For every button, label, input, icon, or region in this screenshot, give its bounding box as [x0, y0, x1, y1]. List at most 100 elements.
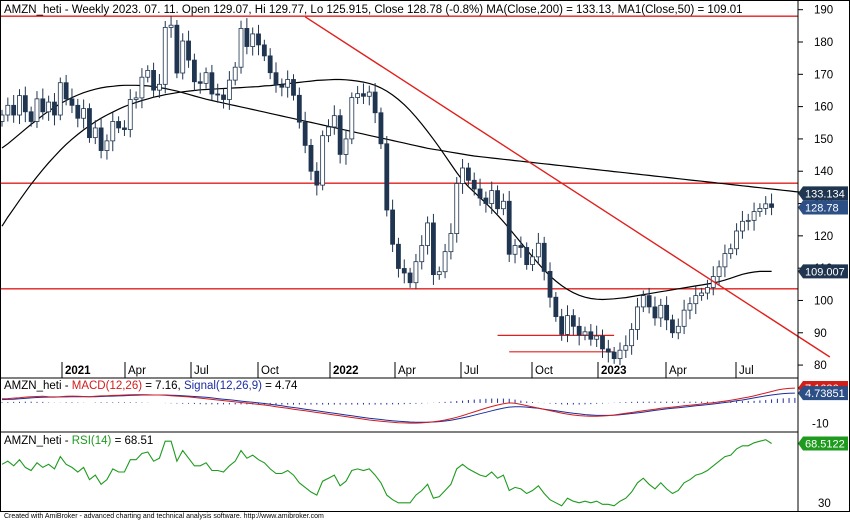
candle-up — [582, 331, 588, 336]
macd-value-tag: 4.73851 — [805, 388, 845, 400]
candle-down — [291, 79, 296, 96]
candle-down — [296, 94, 302, 123]
candle-up — [565, 315, 570, 335]
candle-down — [506, 200, 512, 255]
candle-down — [63, 82, 69, 100]
candle-up — [331, 115, 337, 128]
candle-up — [489, 190, 495, 204]
candle-down — [186, 40, 191, 61]
candle-up — [238, 28, 244, 68]
x-tick-label: Apr — [669, 365, 687, 377]
x-tick-label: 2022 — [333, 365, 359, 377]
candle-up — [145, 70, 151, 78]
candle-up — [180, 40, 186, 74]
candle-down — [337, 115, 343, 155]
rsi-title: AMZN_heti - RSI(14) = 68.51 — [4, 435, 153, 447]
price-y-tick-label: 160 — [814, 102, 833, 114]
candlesticks — [0, 16, 774, 366]
candle-up — [728, 248, 734, 255]
candle-down — [541, 242, 547, 272]
candle-down — [547, 270, 553, 298]
candle-up — [17, 95, 22, 116]
macd-title-prefix: AMZN_heti - — [4, 380, 72, 392]
candle-up — [0, 114, 5, 122]
candle-up — [512, 245, 518, 255]
rsi-title-prefix: AMZN_heti - — [4, 435, 72, 447]
candle-up — [92, 127, 98, 139]
candle-up — [751, 211, 757, 221]
rsi-value-tag: 68.5122 — [805, 439, 845, 451]
candle-down — [372, 91, 378, 114]
candle-up — [460, 167, 465, 184]
candle-down — [98, 127, 104, 151]
candle-up — [594, 335, 600, 340]
candle-up — [133, 97, 139, 100]
price-value-tag-bg — [798, 186, 848, 201]
candle-up — [46, 101, 52, 113]
right-axis-bg — [798, 0, 850, 520]
candle-down — [465, 167, 471, 181]
candle-down — [518, 245, 524, 248]
candle-up — [139, 76, 145, 99]
candle-down — [588, 331, 594, 340]
rsi-panel-bg — [0, 432, 798, 512]
candle-down — [605, 348, 611, 353]
price-y-tick-label: 90 — [814, 328, 827, 340]
macd-title-signal-value: = 4.74 — [262, 380, 298, 392]
candle-up — [127, 99, 133, 130]
candle-up — [687, 303, 693, 311]
candle-up — [623, 345, 629, 351]
x-tick-label: Oct — [261, 365, 280, 377]
x-tick-label: 2023 — [601, 365, 627, 377]
candle-up — [454, 183, 460, 234]
candle-up — [425, 222, 430, 246]
candle-up — [232, 66, 238, 81]
candle-down — [215, 93, 221, 96]
candle-down — [576, 325, 582, 336]
candle-up — [250, 33, 256, 47]
price-value-tag-bg — [798, 264, 848, 279]
candle-down — [40, 98, 46, 113]
macd-title-signal: Signal(12,26,9) — [184, 380, 262, 392]
price-value-tag-bg — [798, 200, 848, 215]
x-tick-label: Jul — [739, 365, 754, 377]
candle-up — [57, 82, 63, 116]
candle-down — [256, 33, 261, 46]
candle-down — [600, 335, 605, 350]
candle-up — [320, 135, 326, 186]
candle-up — [34, 98, 40, 122]
candle-up — [355, 93, 361, 98]
candle-down — [390, 209, 396, 245]
candle-down — [116, 121, 121, 129]
candle-down — [401, 268, 407, 274]
candle-down — [652, 306, 658, 319]
x-tick-label: Jul — [194, 365, 209, 377]
price-y-tick-label: 100 — [814, 295, 833, 307]
candle-up — [705, 287, 710, 294]
x-tick-label: 2021 — [65, 365, 91, 377]
candle-down — [431, 222, 436, 276]
candle-up — [757, 207, 763, 213]
macd-value-tag-bg — [798, 386, 848, 401]
candle-up — [763, 203, 769, 209]
x-tick-label: Apr — [128, 365, 146, 377]
candle-down — [261, 44, 267, 57]
candle-down — [314, 170, 320, 186]
candle-down — [396, 243, 401, 269]
x-tick-label: Jul — [464, 365, 479, 377]
candle-down — [495, 190, 500, 210]
candle-down — [151, 70, 156, 91]
price-y-tick-label: 170 — [814, 69, 833, 81]
candle-up — [343, 138, 349, 155]
candle-up — [366, 91, 372, 97]
candle-up — [168, 24, 174, 28]
candle-up — [693, 295, 699, 305]
candle-down — [122, 127, 127, 130]
price-value-tag: 109.007 — [805, 266, 845, 278]
candle-up — [442, 251, 448, 273]
candle-down — [646, 295, 652, 308]
rsi-line — [1, 439, 772, 507]
candle-down — [308, 144, 314, 172]
candle-up — [640, 295, 646, 308]
